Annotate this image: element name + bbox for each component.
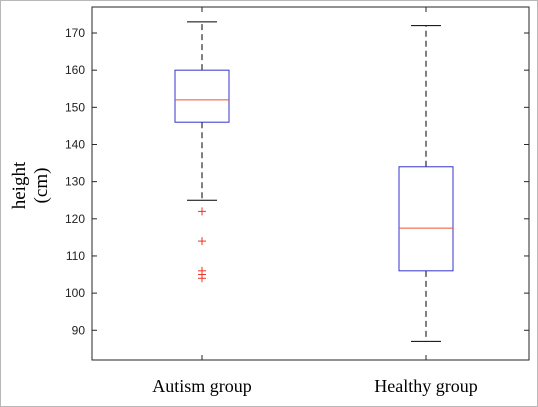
plot-area	[91, 6, 530, 361]
y-tick-label: 110	[66, 249, 85, 263]
y-tick-label: 100	[65, 286, 85, 300]
outlier-point	[198, 274, 206, 283]
x-category-label: Healthy group	[374, 376, 477, 396]
y-tick-label: 160	[65, 63, 85, 77]
x-axis: Autism group Healthy group	[152, 7, 478, 396]
y-tick-label: 90	[72, 323, 86, 337]
y-tick-label: 130	[65, 175, 85, 189]
interquartile-box	[398, 166, 454, 272]
box-healthy	[398, 25, 454, 342]
y-axis-title-line-1: height	[9, 161, 30, 209]
outlier-point	[198, 237, 206, 246]
outlier-point	[198, 207, 206, 216]
y-tick-label: 120	[65, 212, 85, 226]
y-tick-label: 170	[65, 26, 85, 40]
box-autism	[174, 21, 230, 283]
x-category-label: Autism group	[152, 376, 252, 396]
y-tick-label: 150	[65, 100, 85, 114]
y-tick-label: 140	[65, 137, 85, 151]
interquartile-box	[174, 69, 230, 123]
y-axis-title-line-2: (cm)	[31, 168, 52, 204]
y-axis: 90 100 110 120 130 140 150 160 170	[65, 26, 529, 337]
boxes-layer	[174, 21, 454, 342]
